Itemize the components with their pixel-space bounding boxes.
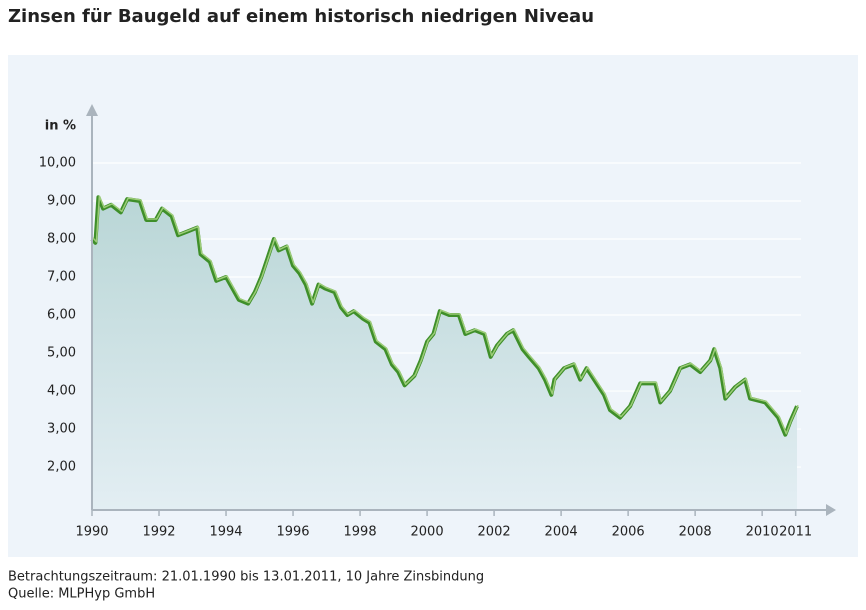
note: Betrachtungszeitraum: 21.01.1990 bis 13.…	[8, 570, 484, 585]
plot	[90, 162, 801, 510]
x-axis-arrow	[826, 504, 836, 516]
x-tick-label: 2011	[779, 525, 812, 540]
x-tick-label: 2008	[679, 525, 712, 540]
x-tick-label: 1996	[276, 525, 309, 540]
x-tick-label: 2004	[545, 525, 578, 540]
x-tick-label: 2000	[411, 525, 444, 540]
y-tick-label: 5,00	[47, 346, 76, 361]
x-tick-label: 1998	[344, 525, 377, 540]
y-axis-label: in %	[45, 119, 76, 134]
y-axis-arrow	[86, 104, 98, 116]
area	[92, 197, 797, 510]
x-tick-label: 2006	[612, 525, 645, 540]
note: Quelle: MLPHyp GmbH	[8, 587, 155, 602]
chart-title: Zinsen für Baugeld auf einem historisch …	[8, 6, 594, 27]
x-tick-label: 1994	[209, 525, 242, 540]
y-tick-label: 10,00	[39, 156, 76, 171]
x-tick-label: 1990	[75, 525, 108, 540]
x-tick-label: 1992	[142, 525, 175, 540]
y-tick-label: 3,00	[47, 422, 76, 437]
x-tick-label: 2002	[478, 525, 511, 540]
x-tick-label: 2010	[746, 525, 779, 540]
y-tick-label: 4,00	[47, 384, 76, 399]
y-tick-label: 8,00	[47, 232, 76, 247]
y-tick-label: 9,00	[47, 194, 76, 209]
y-tick-label: 6,00	[47, 308, 76, 323]
line-highlight	[92, 195, 799, 435]
y-tick-label: 7,00	[47, 270, 76, 285]
y-tick-label: 2,00	[47, 460, 76, 475]
